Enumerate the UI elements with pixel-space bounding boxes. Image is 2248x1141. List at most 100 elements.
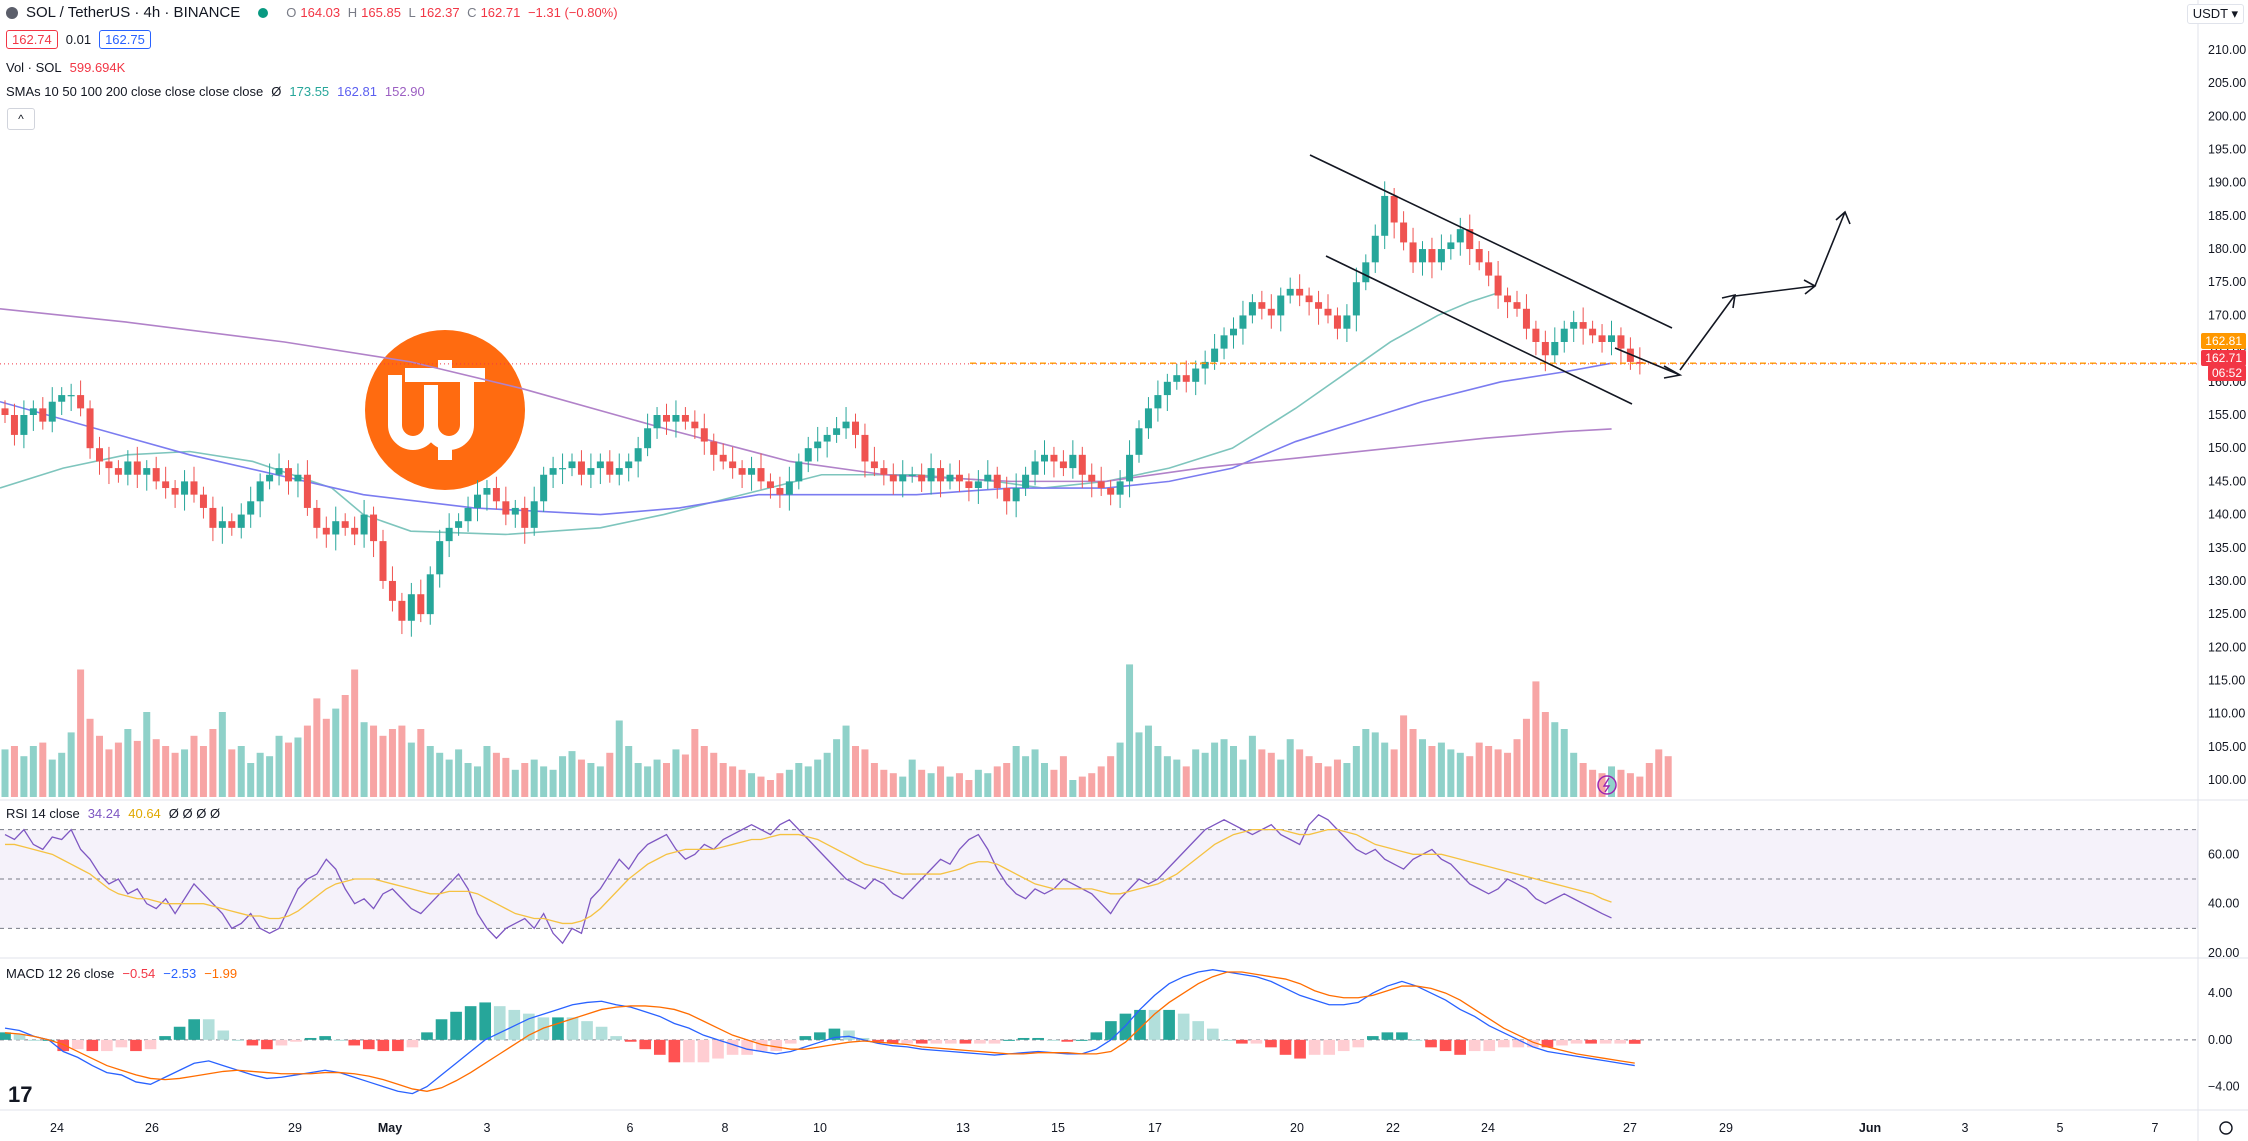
collapse-legend-button[interactable]: ^: [7, 108, 35, 130]
volume-bar: [842, 725, 850, 797]
macd-histogram-bar: [1439, 1039, 1452, 1052]
volume-bar: [228, 749, 236, 797]
candle-body: [1154, 395, 1162, 409]
candle-body: [1456, 229, 1464, 243]
price-tick-label: 180.00: [2208, 242, 2246, 256]
volume-bar: [29, 746, 37, 797]
macd-histogram-bar: [610, 1036, 622, 1040]
volume-bar: [1636, 776, 1644, 797]
sma-price-tag: 162.81: [2201, 333, 2246, 349]
volume-bar: [1277, 759, 1285, 797]
candle-body: [1522, 308, 1530, 329]
volume-bar: [1031, 749, 1039, 797]
volume-bar: [1437, 742, 1445, 797]
volume-bar: [1192, 749, 1200, 797]
volume-bar: [899, 776, 907, 797]
candle-body: [1419, 249, 1426, 263]
candle-body: [691, 421, 699, 429]
volume-bar: [360, 722, 368, 797]
macd-histogram-bar: [988, 1039, 1001, 1044]
volume-bar: [653, 759, 661, 797]
macd-histogram-bar: [1483, 1039, 1496, 1052]
projection-arrow-right: [1734, 279, 1817, 297]
time-tick-label: 22: [1386, 1121, 1400, 1135]
candle-body: [663, 415, 670, 422]
candle-body: [1362, 262, 1370, 283]
candle-body: [1126, 454, 1134, 482]
price-tick-label: 140.00: [2208, 508, 2246, 522]
macd-histogram-bar: [915, 1039, 928, 1044]
sma-label: SMAs 10 50 100 200 close close close clo…: [6, 84, 264, 99]
candle-body: [86, 408, 94, 449]
sma-legend[interactable]: SMAs 10 50 100 200 close close close clo…: [6, 84, 425, 99]
volume-bar: [908, 759, 916, 797]
macd-histogram-bar: [144, 1039, 157, 1050]
candle-body: [766, 481, 774, 489]
volume-bar: [1447, 749, 1455, 797]
candle-body: [1579, 322, 1587, 329]
volume-bar: [1211, 742, 1219, 797]
candle-body: [634, 448, 642, 462]
macd-histogram-bar: [290, 1039, 302, 1042]
volume-bar: [870, 763, 878, 797]
sma-value-3: 152.90: [384, 84, 425, 99]
macd-histogram-bar: [333, 1039, 346, 1041]
volume-bar: [1315, 763, 1323, 797]
macd-hist-value: −0.54: [122, 966, 156, 981]
time-tick-label: 8: [722, 1121, 729, 1135]
macd-histogram-bar: [712, 1039, 724, 1059]
volume-bar: [530, 759, 538, 797]
macd-histogram-bar: [464, 1006, 477, 1040]
volume-bar: [1097, 766, 1105, 797]
macd-histogram-bar: [1308, 1039, 1321, 1055]
price-tick-label: 155.00: [2208, 408, 2246, 422]
symbol-title[interactable]: SOL / TetherUS · 4h · BINANCE: [26, 4, 241, 21]
candle-body: [852, 421, 859, 435]
volume-bar: [181, 749, 189, 797]
candle-body: [681, 415, 689, 422]
macd-histogram-bar: [770, 1039, 783, 1052]
candle-body: [1352, 282, 1360, 316]
rsi-legend[interactable]: RSI 14 close 34.24 40.64 Ø Ø Ø Ø: [6, 806, 220, 821]
macd-histogram-bar: [1468, 1039, 1481, 1052]
volume-bar: [577, 759, 585, 797]
sell-price[interactable]: 162.74: [6, 30, 58, 49]
candle-body: [1551, 341, 1559, 356]
candle-body: [341, 521, 349, 528]
candle-body: [937, 468, 945, 482]
volume-bar: [1400, 715, 1408, 797]
candle-body: [1333, 315, 1341, 329]
candle-body: [1012, 488, 1020, 502]
price-tick-label: 145.00: [2208, 474, 2246, 488]
settings-icon: [2219, 1121, 2233, 1135]
macd-histogram-bar: [843, 1030, 855, 1040]
macd-histogram-bar: [421, 1032, 433, 1040]
volume-bar: [681, 754, 689, 797]
candle-body: [757, 468, 765, 482]
candle-body: [407, 594, 415, 621]
macd-signal-value: −1.99: [204, 966, 238, 981]
candle-body: [1239, 315, 1247, 329]
volume-bar: [1579, 763, 1587, 797]
volume-bar: [663, 763, 670, 797]
watermark-logo: [365, 330, 525, 490]
volume-bar: [58, 752, 66, 797]
candle-body: [1211, 348, 1219, 362]
candle-body: [351, 527, 359, 535]
candle-body: [247, 501, 255, 515]
macd-histogram-bar: [1250, 1039, 1263, 1044]
volume-bar: [785, 769, 793, 797]
currency-selector[interactable]: USDT ▾: [2186, 4, 2244, 24]
volume-bar: [1267, 752, 1275, 797]
volume-bar: [1107, 756, 1115, 797]
volume-legend[interactable]: Vol · SOL 599.694K: [6, 60, 125, 75]
macd-legend[interactable]: MACD 12 26 close −0.54 −2.53 −1.99: [6, 966, 237, 981]
volume-bar: [332, 708, 340, 797]
volume-bar: [86, 718, 94, 797]
rsi-value: 34.24: [87, 806, 121, 821]
candle-body: [927, 468, 935, 482]
macd-histogram-bar: [697, 1039, 710, 1063]
buy-price[interactable]: 162.75: [99, 30, 151, 49]
